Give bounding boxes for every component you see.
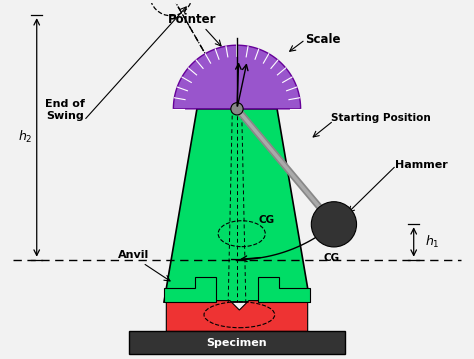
Text: Pointer: Pointer [168, 13, 217, 26]
Text: CG: CG [258, 215, 274, 225]
Text: Hammer: Hammer [395, 160, 447, 171]
Polygon shape [164, 109, 310, 302]
Polygon shape [164, 277, 216, 302]
Text: Starting Position: Starting Position [331, 113, 431, 123]
Text: Specimen: Specimen [207, 337, 267, 348]
Circle shape [311, 202, 356, 247]
Polygon shape [258, 277, 310, 302]
Text: CG: CG [324, 253, 340, 263]
Circle shape [231, 103, 243, 115]
Text: $h_2$: $h_2$ [18, 129, 33, 145]
Polygon shape [166, 300, 308, 331]
Polygon shape [173, 45, 301, 109]
Bar [128, 331, 346, 354]
Text: End of
Swing: End of Swing [45, 99, 85, 121]
Text: Scale: Scale [305, 33, 341, 46]
Text: $h_1$: $h_1$ [426, 234, 440, 250]
Text: Anvil: Anvil [118, 250, 149, 260]
